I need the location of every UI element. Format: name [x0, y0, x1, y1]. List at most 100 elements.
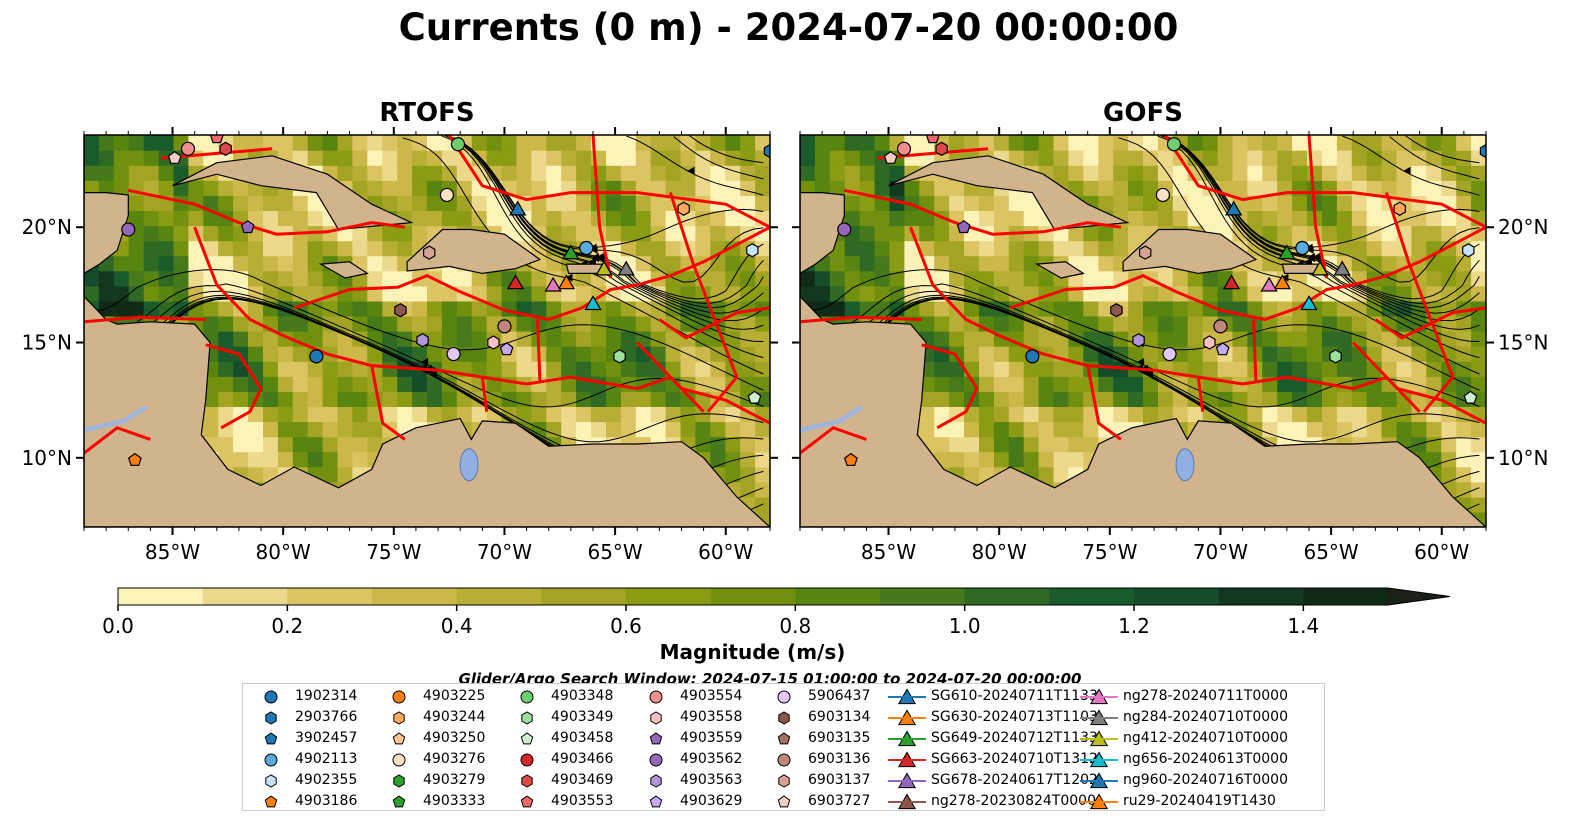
marker-SG663-20240710T1312 — [1222, 274, 1241, 290]
magnitude-cell — [248, 346, 264, 362]
magnitude-cell — [740, 376, 756, 392]
lake — [459, 448, 479, 482]
legend-marker — [1080, 751, 1118, 768]
magnitude-cell — [143, 270, 160, 287]
legend-symbol — [392, 795, 406, 808]
magnitude-cell — [1128, 180, 1144, 196]
magnitude-cell — [1038, 240, 1055, 257]
magnitude-cell — [740, 300, 756, 317]
magnitude-cell — [203, 315, 219, 332]
magnitude-cell — [1023, 270, 1040, 287]
magnitude-cell — [1143, 376, 1159, 392]
magnitude-cell — [84, 135, 100, 151]
magnitude-cell — [382, 270, 398, 287]
magnitude-cell — [218, 391, 234, 407]
magnitude-cell — [576, 361, 592, 377]
river — [800, 404, 864, 433]
magnitude-cell — [561, 346, 577, 362]
legend-marker — [521, 774, 533, 788]
legend-marker — [649, 690, 663, 704]
magnitude-cell — [1426, 270, 1442, 287]
legend-marker-shape — [649, 795, 663, 808]
magnitude-cell — [1322, 135, 1338, 151]
magnitude-cell — [1008, 135, 1025, 151]
magnitude-cell — [1381, 406, 1398, 423]
magnitude-cell — [576, 406, 592, 423]
land-polygon — [888, 155, 1130, 231]
legend-label: SG663-20240710T1312 — [931, 751, 1098, 767]
lon-tick-label: 60°W — [1414, 540, 1469, 564]
magnitude-cell — [1351, 150, 1368, 166]
magnitude-cell — [710, 436, 726, 453]
legend-symbol — [265, 774, 277, 788]
magnitude-cell — [934, 376, 950, 392]
magnitude-cell — [1381, 255, 1398, 272]
magnitude-cell — [531, 165, 547, 181]
magnitude-cell — [233, 376, 249, 392]
magnitude-cell — [1008, 285, 1025, 302]
magnitude-cell — [486, 135, 503, 151]
magnitude-cell — [427, 180, 443, 196]
magnitude-cell — [1143, 391, 1159, 407]
magnitude-cell — [1411, 300, 1427, 317]
magnitude-cell — [352, 300, 368, 317]
marker-4903244 — [677, 201, 690, 216]
streamline-arrow — [1313, 252, 1321, 261]
magnitude-cell — [277, 315, 294, 332]
magnitude-cell — [1068, 376, 1084, 392]
legend-label: 4903333 — [423, 793, 486, 809]
eez-line — [1374, 306, 1486, 340]
magnitude-cell — [1351, 135, 1368, 151]
magnitude-cell — [1038, 331, 1055, 347]
magnitude-cell — [1053, 451, 1069, 468]
magnitude-cell — [859, 180, 876, 196]
magnitude-cell — [1307, 346, 1323, 362]
legend-symbol — [520, 690, 534, 704]
magnitude-cell — [1366, 240, 1383, 257]
magnitude-cell — [561, 225, 577, 242]
magnitude-cell — [1053, 436, 1069, 453]
magnitude-cell — [337, 361, 353, 377]
panel-title-gofs: GOFS — [1103, 98, 1183, 128]
magnitude-cell — [263, 210, 279, 227]
legend-marker — [777, 690, 791, 704]
magnitude-cell — [635, 315, 652, 332]
magnitude-cell — [203, 300, 219, 317]
magnitude-cell — [427, 300, 443, 317]
magnitude-cell — [934, 255, 950, 272]
magnitude-cell — [710, 135, 726, 151]
colorbar-tick-label: 0.6 — [610, 614, 642, 638]
magnitude-cell — [979, 436, 995, 453]
magnitude-cell — [367, 135, 383, 151]
magnitude-cell — [382, 285, 398, 302]
magnitude-cell — [1441, 436, 1457, 453]
magnitude-cell — [546, 225, 562, 242]
magnitude-cell — [352, 451, 368, 468]
magnitude-cell — [1471, 361, 1486, 377]
magnitude-cell — [993, 270, 1010, 287]
magnitude-cell — [173, 165, 189, 181]
magnitude-cell — [1202, 210, 1219, 227]
magnitude-cell — [441, 315, 458, 332]
magnitude-cell — [98, 285, 115, 302]
magnitude-cell — [1128, 210, 1144, 227]
magnitude-cell — [352, 225, 368, 242]
magnitude-cell — [591, 331, 607, 347]
legend-marker — [1080, 772, 1118, 789]
magnitude-cell — [1456, 150, 1472, 166]
magnitude-cell — [919, 195, 935, 211]
magnitude-cell — [1113, 150, 1129, 166]
magnitude-cell — [740, 481, 756, 498]
magnitude-cell — [1098, 180, 1114, 196]
magnitude-cell — [546, 165, 562, 181]
magnitude-cell — [979, 210, 995, 227]
colorbar-segment — [1303, 588, 1389, 605]
streamline-arrow — [1137, 358, 1145, 366]
legend-symbol — [520, 753, 534, 767]
magnitude-cell — [412, 406, 428, 423]
marker-6903136 — [1213, 319, 1228, 334]
legend-marker-shape — [778, 711, 790, 725]
magnitude-cell — [1008, 451, 1025, 468]
magnitude-cell — [1456, 180, 1472, 196]
